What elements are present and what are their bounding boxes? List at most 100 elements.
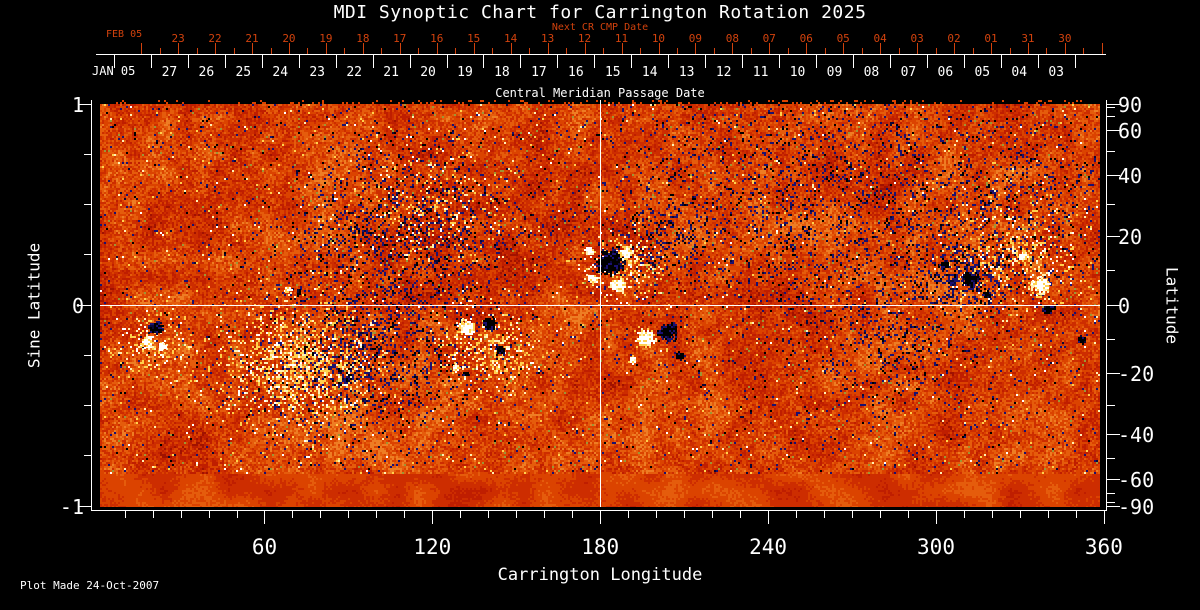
- next-cr-day-label: 22: [208, 32, 222, 45]
- cmp-day-label: 24: [272, 65, 289, 80]
- cmp-day-label: 11: [752, 65, 769, 80]
- longitude-tick: [936, 511, 937, 524]
- cmp-tick: [557, 55, 558, 68]
- cmp-tick: [114, 55, 115, 68]
- cmp-tick: [373, 55, 374, 68]
- next-cr-tick: [880, 43, 881, 54]
- longitude-tick: [404, 511, 405, 518]
- top-date-axis-line: [96, 54, 1106, 55]
- next-cr-tick: [1010, 48, 1011, 54]
- longitude-tick: [460, 511, 461, 518]
- latitude-tick-label: -40: [1118, 422, 1155, 447]
- longitude-tick: [656, 511, 657, 518]
- cmp-day-label: 07: [900, 65, 917, 80]
- cmp-day-label: 12: [715, 65, 732, 80]
- cmp-day-label: 23: [309, 65, 326, 80]
- next-cr-day-label: 19: [319, 32, 333, 45]
- latitude-tick-label: 0: [1118, 293, 1131, 318]
- cmp-day-label: 03: [1048, 65, 1065, 80]
- longitude-tick-label: 180: [581, 535, 620, 559]
- next-cr-tick: [1028, 43, 1029, 54]
- next-cr-tick: [566, 48, 567, 54]
- next-cr-tick: [492, 48, 493, 54]
- cmp-tick: [816, 55, 817, 68]
- next-cr-tick: [899, 48, 900, 54]
- next-cr-tick: [548, 43, 549, 54]
- cmp-tick: [631, 55, 632, 68]
- cmp-day-label: 18: [494, 65, 510, 80]
- longitude-tick: [516, 511, 517, 518]
- latitude-major-tick: [1107, 479, 1120, 480]
- magnetogram-image: [100, 100, 1100, 507]
- latitude-tick-label: 20: [1118, 224, 1143, 249]
- next-cr-tick: [178, 43, 179, 54]
- cmp-tick: [668, 55, 669, 68]
- cmp-day-label: 16: [568, 65, 584, 80]
- longitude-tick: [880, 511, 881, 518]
- longitude-tick: [209, 511, 210, 518]
- next-cr-day-label: 07: [762, 32, 776, 45]
- next-cr-tick: [400, 43, 401, 54]
- cmp-day-label: 20: [420, 65, 436, 80]
- sine-latitude-tick: [84, 204, 91, 205]
- cmp-tick: [483, 55, 484, 68]
- latitude-major-tick: [1107, 104, 1120, 105]
- longitude-tick: [796, 511, 797, 518]
- latitude-tick-label: -20: [1118, 362, 1155, 387]
- next-cr-tick: [862, 48, 863, 54]
- next-cr-tick: [1083, 48, 1084, 54]
- latitude-major-tick: [1107, 305, 1120, 306]
- cmp-tick: [594, 55, 595, 68]
- next-cr-month-label: FEB 05: [106, 29, 143, 40]
- next-cr-tick: [751, 48, 752, 54]
- next-cr-day-label: 16: [430, 32, 444, 45]
- next-cr-tick: [197, 48, 198, 54]
- next-cr-day-label: 02: [947, 32, 961, 45]
- sine-latitude-tick: [79, 305, 91, 306]
- next-cr-tick: [418, 48, 419, 54]
- latitude-major-tick: [1107, 373, 1120, 374]
- longitude-tick: [264, 511, 265, 524]
- next-cr-day-label: 13: [540, 32, 555, 45]
- next-cr-tick: [234, 48, 235, 54]
- longitude-tick: [348, 511, 349, 518]
- next-cr-day-label: 17: [393, 32, 407, 45]
- next-cr-tick: [585, 43, 586, 54]
- longitude-tick: [964, 511, 965, 518]
- longitude-tick: [628, 511, 629, 518]
- next-cr-day-label: 12: [577, 32, 592, 45]
- next-cr-tick: [788, 48, 789, 54]
- next-cr-day-label: 10: [651, 32, 666, 45]
- right-axis-line: [1106, 100, 1107, 511]
- longitude-tick: [852, 511, 853, 518]
- longitude-tick: [824, 511, 825, 518]
- next-cr-tick: [160, 48, 161, 54]
- cmp-day-label: 15: [604, 65, 621, 80]
- cmp-tick: [225, 55, 226, 68]
- next-cr-tick: [769, 43, 770, 54]
- cmp-day-label: 27: [161, 65, 178, 80]
- latitude-major-tick: [1107, 236, 1120, 237]
- cmp-tick: [447, 55, 448, 68]
- next-cr-tick: [381, 48, 382, 54]
- next-cr-tick: [437, 43, 438, 54]
- next-cr-day-label: 05: [836, 32, 850, 45]
- cmp-day-label: 10: [789, 65, 806, 80]
- bottom-axis-title: Carrington Longitude: [497, 565, 703, 585]
- next-cr-tick: [936, 48, 937, 54]
- next-cr-day-label: 09: [688, 32, 703, 45]
- latitude-major-tick: [1107, 434, 1120, 435]
- sine-latitude-tick-label: 1: [71, 92, 84, 117]
- latitude-tick-label: 60: [1118, 119, 1143, 144]
- sine-latitude-tick: [79, 104, 91, 105]
- next-cr-day-label: 04: [873, 32, 887, 45]
- cmp-tick: [1075, 55, 1076, 68]
- next-cr-tick: [603, 48, 604, 54]
- cmp-day-label: 05: [974, 65, 991, 80]
- longitude-tick: [1020, 511, 1021, 518]
- left-axis-title: Sine Latitude: [24, 242, 44, 369]
- longitude-tick: [1104, 511, 1105, 524]
- next-cr-tick: [677, 48, 678, 54]
